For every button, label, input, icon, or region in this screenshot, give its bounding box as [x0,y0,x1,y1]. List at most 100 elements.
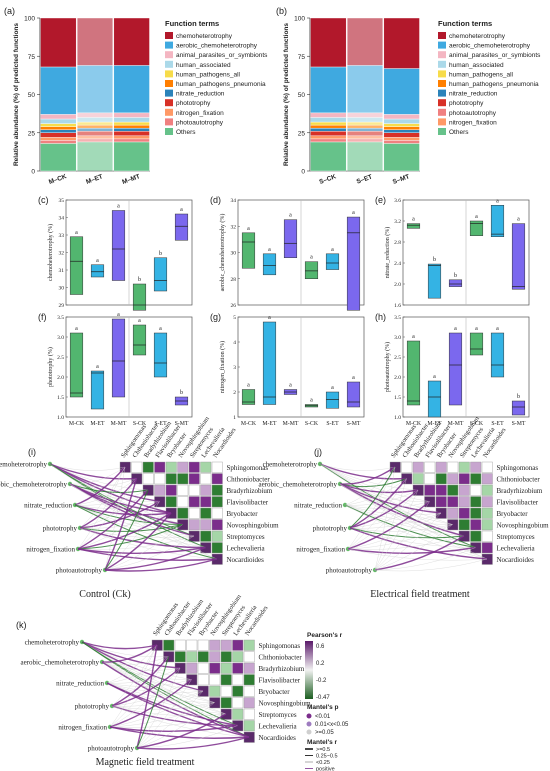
box [325,253,340,270]
bar-segment [113,124,150,129]
y-tick-label: 33 [59,233,65,239]
significance-letter: a [496,326,499,332]
mantel-link [104,546,206,571]
bar-segment [346,124,384,129]
y-axis-label: Relative abundance (%) of predicted func… [283,23,290,166]
legend-label: animal_parasites_or_symbionts [176,52,268,59]
mantel-link [104,524,183,571]
heatmap-cell [470,484,482,496]
mantel-link [374,558,488,572]
box [469,332,484,356]
heatmap-i: Sphingomonas Chthoniobacter Bradyrhizobium… [0,415,279,600]
box [325,391,340,409]
bar-segment [40,126,77,130]
box [448,279,463,287]
bar-segment [310,127,347,132]
heatmap-cell [142,473,154,485]
legend-title: Pearson's r [307,632,343,639]
bar-segment [76,65,114,114]
mantel-link [74,504,218,560]
y-tick-label: 50 [28,92,36,99]
heatmap-cell [458,507,470,519]
significance-letter: a [75,326,78,332]
mantel-link [104,501,160,571]
legend-swatch [165,108,173,116]
y-tick-label: 1.6 [394,303,401,309]
legend-swatch [165,70,173,78]
row-label: Streptomyces [497,533,535,541]
heatmap-cell [424,473,436,485]
function-label: nitrate_reduction [24,502,72,510]
mantel-link [111,656,170,707]
bar-segment [76,135,114,140]
mantel-link [79,489,149,529]
mantel-link [109,644,158,728]
x-tick-label: S-MT [347,421,361,427]
function-label: nitrogen_fixation [296,546,345,554]
bar-segment [76,121,114,126]
y-tick-label: 3.5 [394,315,401,321]
legend-swatch [438,32,446,39]
row-label: Lechevalieria [259,723,298,731]
y-tick-label: 30 [59,286,65,292]
legend-swatch [438,99,446,107]
colorbar-tick: 0.6 [316,644,325,650]
legend-swatch [165,60,173,68]
box [90,370,105,410]
bar-segment [310,141,347,172]
heatmap-cell [177,473,189,485]
significance-letter: a [268,247,271,253]
mantel-link [106,667,181,684]
x-tick-label: S-CK [305,421,319,427]
mantel-link [106,682,204,693]
bar-segment [310,138,347,143]
legend-title: Mantel's p [307,704,339,711]
bar-segment [113,138,150,143]
mantel-link [109,678,192,728]
mantel-link [349,478,408,529]
heatmap-cell [197,685,209,697]
box [174,213,189,241]
panel-label-j: (j) [314,447,322,457]
legend-swatch [165,89,173,97]
legend-dot [306,721,312,727]
legend-swatch [438,80,446,87]
mantel-link [77,524,183,550]
heatmap-cell [197,662,209,674]
heatmap-cell [177,461,189,473]
mantel-link [104,535,195,571]
significance-letter: a [475,326,478,332]
row-label: Sphingomonas [497,464,539,472]
mantel-link [347,546,476,554]
panel-label-b: (b) [276,6,287,16]
function-label: phototrophy [75,703,110,711]
bar-segment [310,117,347,123]
x-tick-label: S–MT [392,173,411,186]
legend-swatch [165,51,173,59]
mantel-link [49,463,137,480]
bar-segment [113,17,150,66]
box [346,381,361,408]
mantel-link [77,466,126,550]
box-plot-g: 1 2 3 4 5 nitrogen_fixation (%) a M-CK a M-ET a M-M… [210,312,365,427]
mantel-link [74,466,126,506]
heatmap-cell [232,651,244,663]
heatmap-cell [200,519,212,531]
bar-segment [346,17,384,66]
panel-label-k: (k) [16,620,27,630]
function-label: photoautotrophy [56,567,103,575]
x-tick-label: M-ET [427,421,442,427]
mantel-link [109,702,215,728]
y-tick-label: 1.5 [57,395,64,401]
bar-segment [346,65,384,114]
bar-segment [113,141,150,172]
box [111,210,126,281]
heatmap-cell [200,484,212,496]
y-tick-label: 100 [24,16,35,23]
box [511,223,526,290]
legend-label: nitrate_reduction [449,91,498,98]
heatmap-cell [211,496,223,508]
significance-letter: a [289,383,292,389]
legend-label: phototrophy [449,100,484,107]
